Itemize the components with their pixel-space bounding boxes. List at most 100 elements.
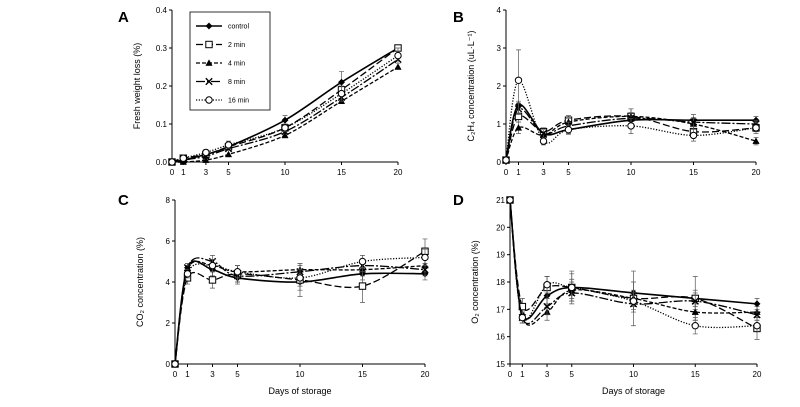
panel-a-data-point	[224, 141, 233, 149]
panel-b-x-tick-label: 5	[566, 168, 571, 177]
panel-a: A 0.0 0.1 0.2 0.3 0.4 0 1 3 5 10 15 20 Fresh weight l…	[118, 6, 403, 177]
panel-b-x-tick-label: 20	[752, 168, 761, 177]
panel-b-y-tick-label: 2	[497, 82, 502, 91]
panel-c-y-tick-label: 2	[166, 319, 171, 328]
panel-d-data-point	[691, 308, 699, 315]
panel-a-data-point	[337, 89, 346, 98]
panel-c-x-tick-label: 10	[296, 370, 305, 379]
panel-a-series-circle	[168, 47, 402, 166]
panel-a-data-point	[281, 131, 289, 139]
panel-b-data-point	[502, 156, 510, 164]
legend-label: 8 min	[228, 79, 245, 86]
panel-c-series-square	[171, 238, 429, 368]
panel-c-series-circle	[171, 248, 429, 368]
panel-d-x-tick-label: 3	[545, 370, 550, 379]
panel-c-y-tick-label: 8	[166, 196, 171, 205]
panel-b-y-tick-label: 1	[497, 120, 502, 129]
panel-d-data-point	[753, 322, 761, 330]
panel-b-data-point	[514, 124, 523, 131]
panel-d-data-point	[506, 196, 514, 204]
panel-c-data-point	[358, 282, 367, 290]
panel-b-series-circle	[502, 49, 760, 164]
panel-a-y-axis-label: Fresh weight loss (%)	[132, 43, 142, 130]
panel-d-data-point	[691, 322, 699, 330]
panel-b-data-point	[539, 129, 548, 138]
panel-a-data-point	[394, 63, 402, 70]
panel-d-series-square	[506, 196, 761, 340]
panel-d-data-point	[543, 281, 551, 289]
panel-a-data-point	[168, 158, 176, 166]
panel-a-y-tick-label: 0.1	[156, 120, 168, 129]
panel-a-data-point	[202, 148, 210, 157]
panel-d-data-point	[518, 313, 527, 322]
panel-b-y-axis-label: C₂H₄ concentration (uL·L⁻¹)	[466, 31, 476, 142]
panel-c-x-tick-label: 20	[421, 370, 430, 379]
panel-b-data-point	[564, 126, 573, 134]
panel-a-data-point	[394, 51, 402, 60]
panel-b-data-point	[627, 122, 635, 130]
panel-d: D 15 16 17 18 19 20 21 0 1 3 5 10 15 20 O₂ concentratio…	[453, 192, 762, 396]
panel-c-letter: C	[118, 192, 129, 209]
legend-label: 16 min	[228, 98, 249, 105]
panel-a-x-tick-label: 1	[181, 168, 186, 177]
panel-a-x-tick-label: 3	[204, 168, 209, 177]
panel-c-x-tick-label: 1	[185, 370, 190, 379]
panel-c-y-tick-label: 6	[166, 237, 171, 246]
panel-c-y-axis-label: CO₂ concentration (%)	[135, 237, 145, 327]
panel-c-data-point	[171, 360, 179, 368]
panel-a-y-tick-label: 0.2	[156, 82, 168, 91]
panel-d-x-tick-label: 15	[691, 370, 700, 379]
panel-d-x-tick-label: 10	[629, 370, 638, 379]
panel-a-data-point	[337, 78, 346, 86]
panel-c-x-tick-label: 5	[235, 370, 240, 379]
panel-a-x-tick-label: 0	[170, 168, 175, 177]
panel-d-y-tick-label: 21	[496, 196, 505, 205]
panel-c-y-tick-label: 0	[166, 360, 171, 369]
panel-a-x-tick-label: 5	[226, 168, 231, 177]
panel-d-y-tick-label: 18	[496, 278, 505, 287]
panel-a-data-point	[202, 156, 210, 163]
legend-box	[189, 11, 271, 111]
panel-b-y-tick-label: 0	[497, 158, 502, 167]
panel-d-x-axis-label: Days of storage	[602, 386, 665, 396]
panel-d-data-point	[543, 302, 551, 311]
panel-d-series-circle	[506, 196, 761, 335]
legend-marker	[205, 77, 213, 86]
panel-b-data-point	[689, 118, 698, 126]
panel-d-data-point	[568, 283, 576, 292]
panel-c-data-point	[208, 261, 217, 270]
panel-b-data-point	[539, 137, 548, 145]
panel-c-data-point	[421, 253, 429, 262]
panel-b-data-point	[752, 137, 760, 144]
panel-a-x-tick-label: 10	[281, 168, 290, 177]
legend-label: 4 min	[228, 61, 245, 68]
panel-d-y-tick-label: 17	[496, 305, 505, 314]
panel-b-data-point	[514, 76, 523, 85]
panel-d-y-tick-label: 16	[496, 333, 505, 342]
panel-b-x-tick-label: 0	[504, 168, 509, 177]
panel-a-x-tick-label: 15	[337, 168, 346, 177]
panel-a-data-point	[179, 154, 188, 162]
panel-a-data-point	[224, 150, 233, 158]
panel-d-data-point	[691, 297, 699, 305]
panel-a-y-tick-label: 0.4	[156, 6, 168, 15]
legend-label: 2 min	[228, 42, 245, 49]
panel-d-y-tick-label: 20	[496, 223, 505, 232]
panel-d-y-tick-label: 15	[496, 360, 505, 369]
panel-a-letter: A	[118, 9, 129, 26]
legend-marker	[205, 40, 213, 49]
panel-d-x-tick-label: 20	[753, 370, 762, 379]
panel-c-x-tick-label: 15	[358, 370, 367, 379]
panel-d-x-tick-label: 0	[508, 370, 513, 379]
panel-b-x-tick-label: 1	[516, 168, 521, 177]
panel-a-x-tick-label: 20	[394, 168, 403, 177]
panel-a-data-point	[281, 116, 289, 124]
panel-b-y-tick-label: 4	[497, 6, 502, 15]
panel-b-x-tick-label: 3	[541, 168, 546, 177]
legend-marker	[205, 59, 213, 66]
panel-c-x-axis-label: Days of storage	[268, 386, 331, 396]
panel-d-letter: D	[453, 192, 464, 209]
